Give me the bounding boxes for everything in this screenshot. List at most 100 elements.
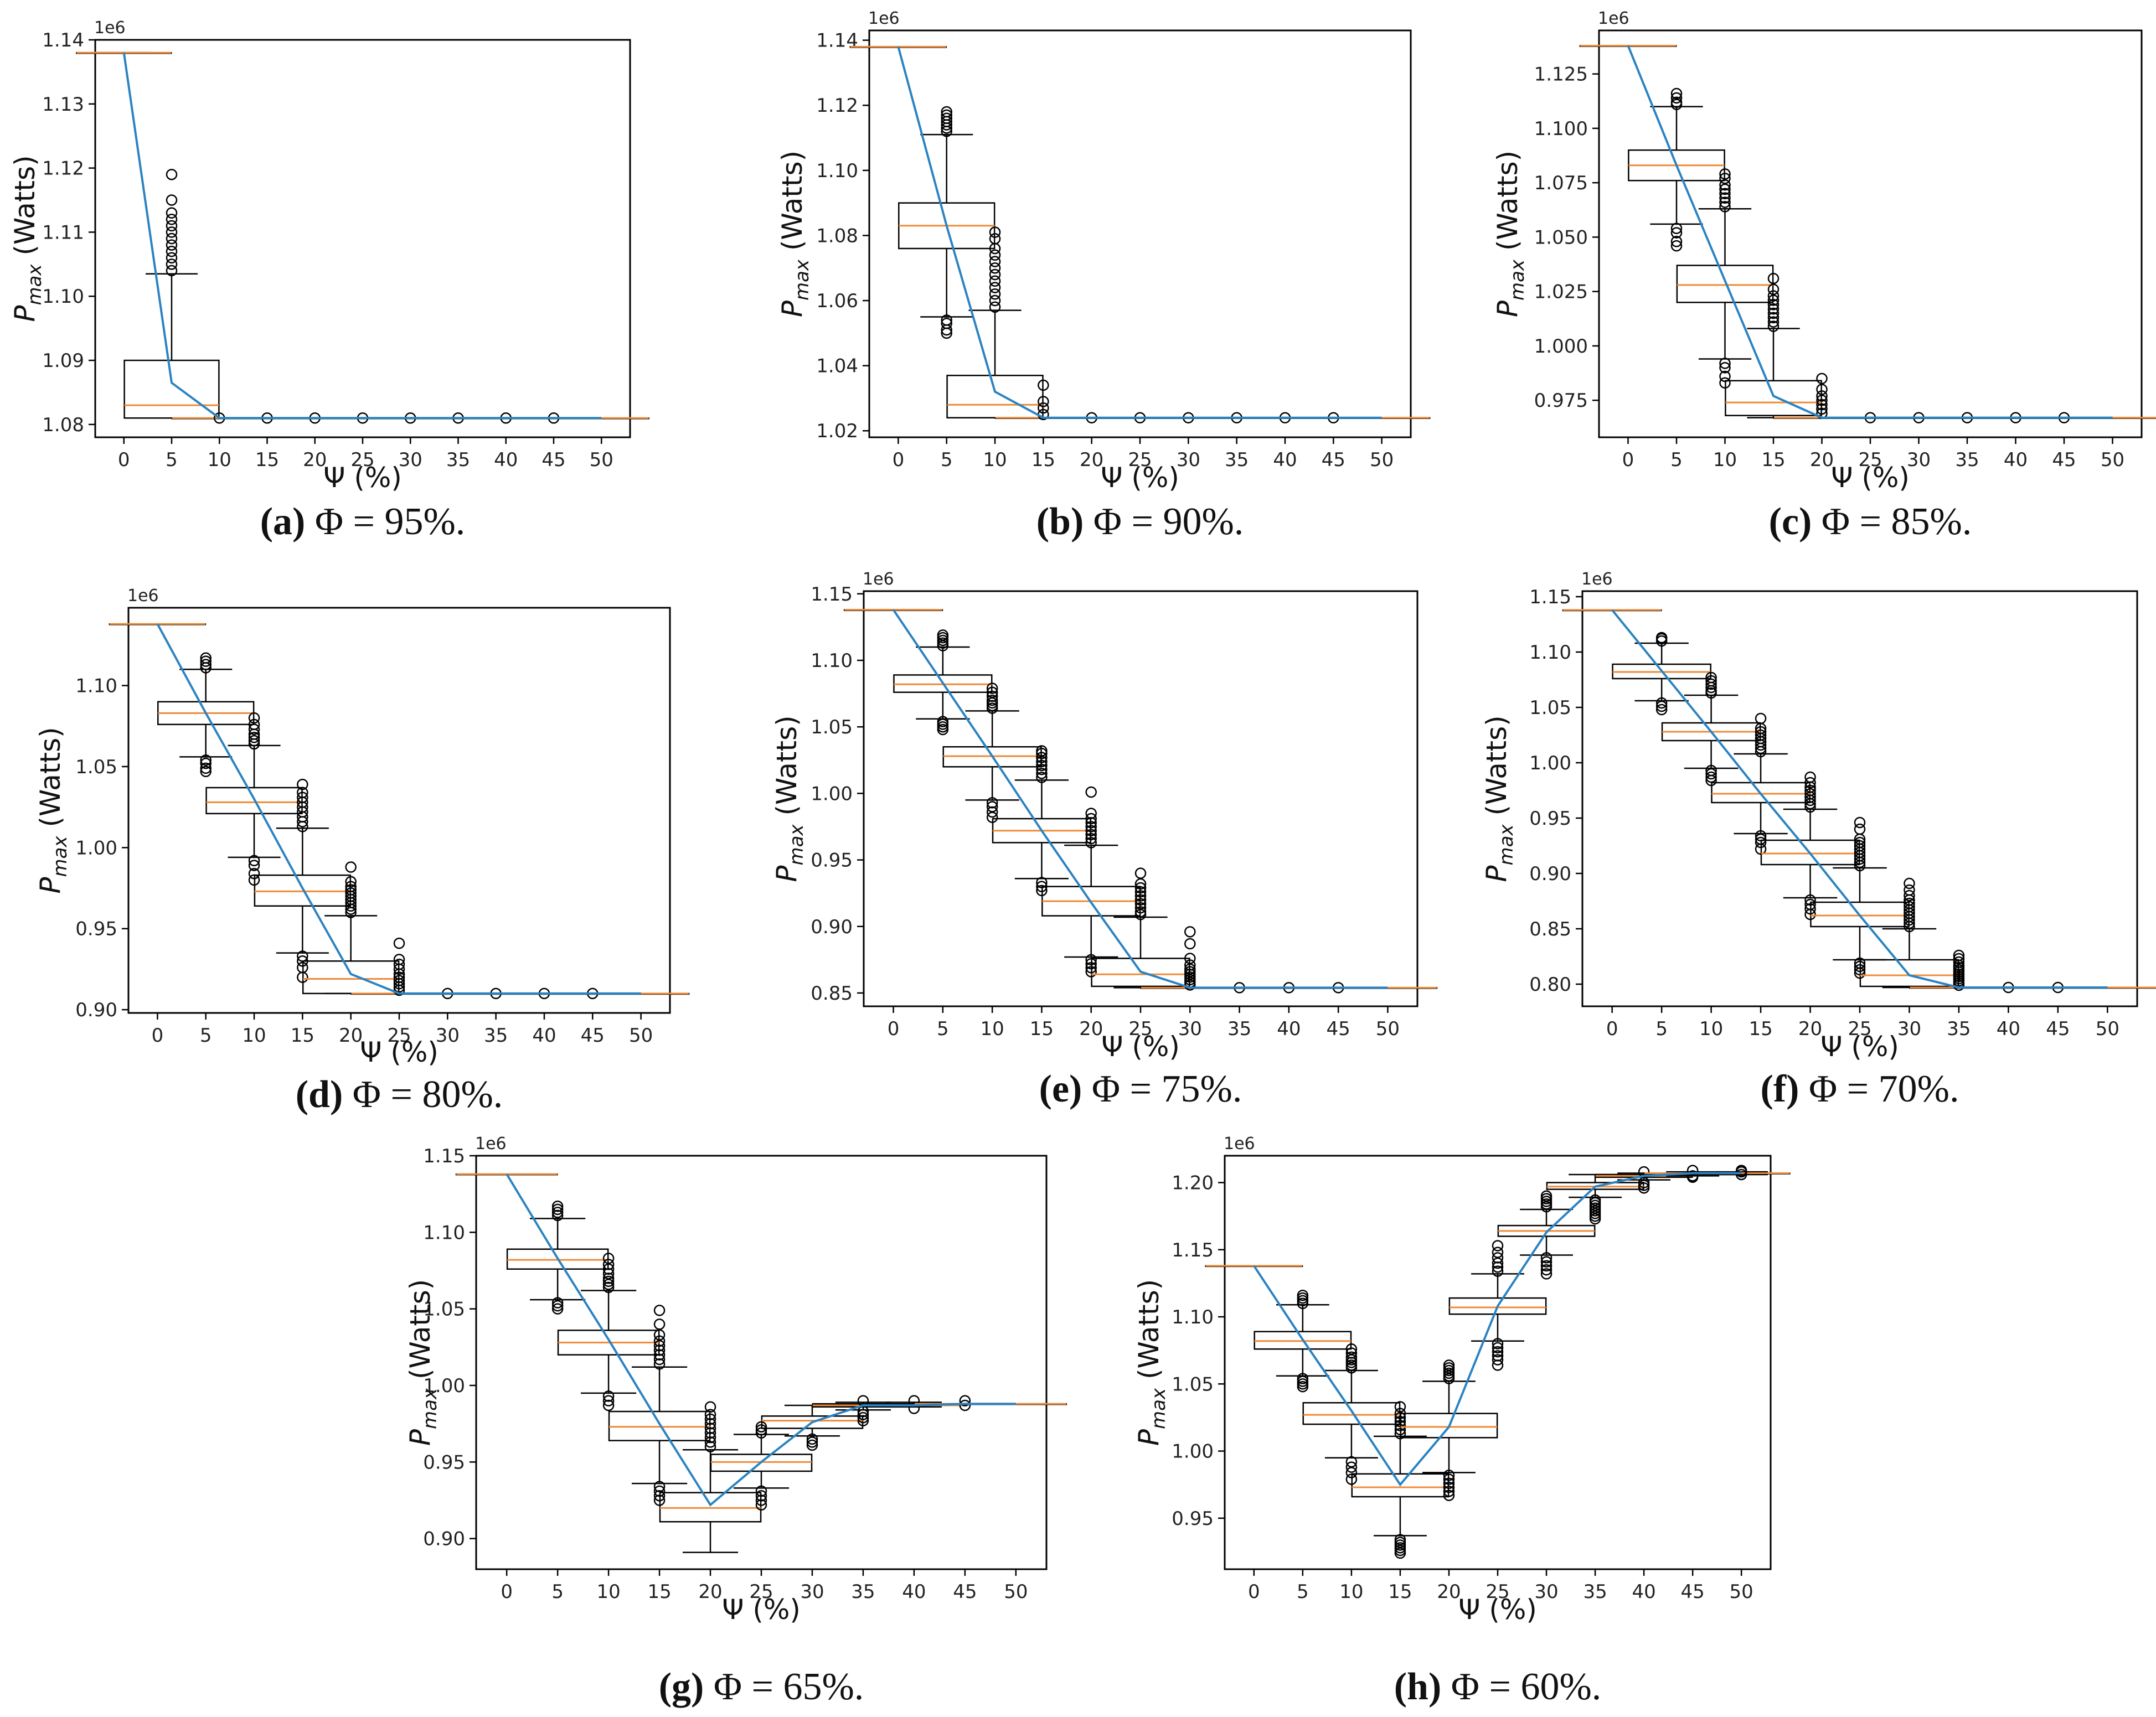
outlier-point [1767, 290, 1780, 302]
x-tick-label: 0 [888, 1018, 900, 1040]
outlier-point [755, 1490, 767, 1502]
outlier-point [1767, 294, 1780, 306]
outlier-point [1184, 926, 1196, 938]
mean-series-line [897, 46, 1382, 419]
outlier-point [1085, 821, 1097, 832]
x-tick-label: 5 [166, 449, 178, 471]
y-label-p: P [34, 877, 66, 894]
y-label-p: P [771, 865, 803, 882]
chart-caption: (f) Φ = 70%. [1761, 1068, 1959, 1110]
outlier-point [937, 629, 949, 641]
outlier-point [1492, 1346, 1504, 1358]
outlier-point [1036, 759, 1048, 772]
x-tick-label: 20 [1080, 449, 1103, 471]
x-tick-label: 35 [1583, 1581, 1607, 1603]
outlier-point [1767, 320, 1780, 332]
caption-text: Φ = 75%. [1082, 1068, 1242, 1110]
outlier-point [704, 1409, 716, 1420]
y-tick-label: 0.95 [423, 1451, 465, 1473]
outlier-point [1719, 196, 1731, 208]
outlier-point [941, 327, 952, 339]
outlier-point [1686, 1165, 1699, 1176]
outlier-point [959, 1395, 971, 1406]
outlier-point [166, 220, 178, 232]
y-tick-label: 1.11 [42, 221, 84, 244]
box-body [946, 375, 1044, 418]
outlier-point [166, 239, 178, 251]
outlier-point [1719, 168, 1731, 180]
y-axis-label: Pmax (Watts) [776, 151, 813, 317]
x-tick-label: 5 [200, 1025, 212, 1047]
box-body [1448, 1297, 1547, 1315]
outlier-point [1719, 179, 1731, 191]
box-35 [1909, 949, 2009, 991]
outlier-point [1816, 384, 1828, 395]
outlier-point [1540, 1256, 1552, 1268]
outlier-point [806, 1433, 818, 1445]
outlier-point [1767, 272, 1780, 285]
outlier-point [704, 1427, 716, 1439]
outlier-point [1816, 394, 1828, 406]
x-tick-label: 45 [2046, 1018, 2070, 1040]
outlier-point [200, 754, 212, 766]
outlier-point [345, 884, 357, 896]
y-tick-label: 1.08 [42, 414, 84, 436]
outlier-point [1670, 236, 1683, 247]
caption-text: Φ = 90%. [1084, 500, 1244, 543]
x-tick-label: 50 [2101, 449, 2124, 471]
outlier-point [989, 233, 1001, 245]
outlier-point [1443, 1490, 1455, 1501]
x-tick-label: 35 [1227, 1018, 1251, 1040]
outlier-point [1804, 788, 1816, 800]
outlier-point [1085, 786, 1097, 798]
y-tick-label: 1.05 [1529, 697, 1571, 719]
y-multiplier: 1e6 [475, 1134, 507, 1154]
outlier-point [653, 1358, 666, 1370]
chart-caption: (h) Φ = 60%. [1394, 1666, 1602, 1708]
caption-letter: (h) [1394, 1666, 1442, 1708]
outlier-point [1904, 877, 1915, 889]
outlier-point [200, 655, 212, 667]
y-tick-label: 1.10 [816, 160, 858, 182]
x-axis-label: Ψ (%) [1820, 1031, 1899, 1063]
outlier-point [1134, 886, 1147, 898]
x-tick-label: 20 [339, 1025, 363, 1047]
mean-series-line [1627, 45, 2113, 419]
y-tick-label: 1.04 [816, 355, 858, 377]
y-tick-label: 1.00 [1172, 1441, 1214, 1463]
x-tick-label: 15 [1388, 1581, 1412, 1603]
y-tick-label: 0.95 [1172, 1508, 1214, 1530]
x-tick-label: 40 [1273, 449, 1297, 471]
mean-series-line [156, 623, 641, 995]
outlier-point [1904, 889, 1915, 902]
outlier-point [1854, 816, 1866, 829]
outlier-point [551, 1297, 564, 1309]
outlier-point [1655, 697, 1668, 709]
chart-caption: (b) Φ = 90%. [1036, 500, 1244, 543]
x-tick-label: 30 [399, 449, 422, 471]
outlier-point [602, 1259, 615, 1270]
y-tick-label: 1.09 [42, 350, 84, 372]
chart-c: 0 5 10 15 20 25 30 35 40 45 50 0.975 1.000 1.025 1.050… [1492, 9, 2156, 543]
chart-caption: (g) Φ = 65%. [659, 1666, 864, 1708]
x-tick-label: 25 [1128, 1018, 1152, 1040]
y-axis-label: Pmax (Watts) [771, 715, 808, 882]
x-tick-label: 40 [902, 1581, 926, 1603]
y-label-p: P [1492, 300, 1524, 317]
outlier-point [1638, 1182, 1650, 1194]
outlier-point [1735, 1168, 1747, 1181]
x-tick-label: 15 [291, 1025, 314, 1047]
y-tick-label: 1.05 [811, 716, 853, 738]
y-tick-label: 1.10 [42, 286, 84, 308]
outlier-point [1443, 1359, 1455, 1371]
outlier-point [1492, 1257, 1504, 1269]
outlier-point [1134, 894, 1147, 906]
x-tick-label: 20 [698, 1581, 722, 1603]
x-tick-label: 15 [647, 1581, 671, 1603]
outlier-point [551, 1203, 564, 1216]
x-tick-label: 50 [1004, 1581, 1028, 1603]
outlier-point [345, 861, 357, 873]
x-tick-label: 50 [590, 449, 613, 471]
outlier-point [755, 1494, 767, 1506]
outlier-point [1036, 768, 1048, 779]
